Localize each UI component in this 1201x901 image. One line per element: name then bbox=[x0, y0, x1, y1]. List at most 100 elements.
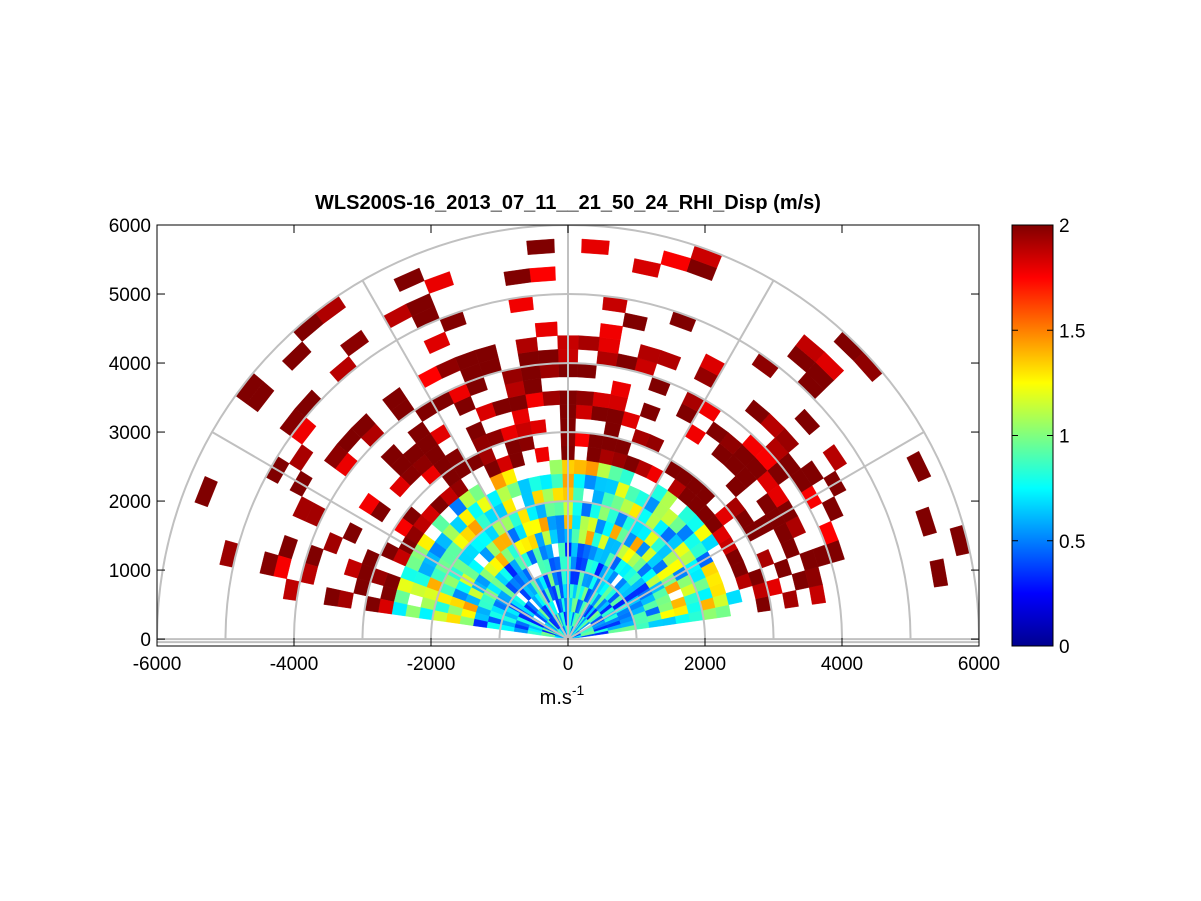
data-cell-409 bbox=[526, 238, 555, 255]
data-cell-408 bbox=[529, 266, 556, 283]
plot-area bbox=[156, 224, 980, 647]
x-tick-label--6000: -6000 bbox=[133, 654, 182, 675]
colorbar-ticks: 0 0.5 1 1.5 2 bbox=[1012, 216, 1085, 658]
data-cell-358 bbox=[571, 528, 580, 544]
y-tick-label-3000: 3000 bbox=[109, 423, 151, 444]
data-cell-401 bbox=[551, 487, 564, 503]
data-cell-343 bbox=[586, 446, 602, 463]
data-cell-403 bbox=[549, 459, 563, 475]
data-cell-84 bbox=[906, 450, 932, 483]
data-cell-52 bbox=[915, 506, 937, 537]
data-cells bbox=[194, 238, 971, 640]
data-cell-204 bbox=[795, 334, 825, 363]
data-cell-752 bbox=[377, 598, 395, 615]
data-cell-685 bbox=[292, 496, 315, 522]
data-cell-737 bbox=[259, 551, 279, 577]
data-cell-406 bbox=[537, 349, 559, 365]
data-cell-202 bbox=[744, 399, 770, 424]
data-cell-404 bbox=[541, 390, 561, 406]
data-cell-397 bbox=[557, 542, 566, 557]
x-tick-label-0: 0 bbox=[563, 654, 574, 675]
data-cell-365 bbox=[575, 404, 593, 420]
colorbar-tick-label-1: 1 bbox=[1059, 427, 1070, 448]
data-cell-427 bbox=[515, 336, 539, 354]
data-cell-504 bbox=[423, 331, 451, 355]
chart-title: WLS200S-16_2013_07_11__21_50_24_RHI_Disp… bbox=[315, 192, 821, 214]
data-cell-755 bbox=[323, 587, 341, 607]
data-cell-558 bbox=[407, 421, 431, 444]
spoke-30deg bbox=[567, 431, 925, 640]
colorbar-tick-label-2: 2 bbox=[1059, 216, 1070, 237]
data-cell-599 bbox=[281, 341, 312, 371]
y-tick-label-2000: 2000 bbox=[109, 492, 151, 513]
data-cell-308 bbox=[660, 250, 692, 272]
data-cell-367 bbox=[576, 362, 597, 379]
colorbar-gradient bbox=[1011, 224, 1054, 647]
y-axis: 0 1000 2000 3000 4000 5000 6000 bbox=[109, 216, 979, 651]
data-cell-561 bbox=[340, 329, 370, 357]
data-cell-423 bbox=[524, 391, 544, 409]
data-cell-327 bbox=[610, 380, 632, 399]
data-cell-429 bbox=[503, 268, 532, 286]
colorbar-tick-label-0.5: 0.5 bbox=[1059, 532, 1085, 553]
data-cell-361 bbox=[572, 487, 585, 503]
data-cell-121 bbox=[800, 460, 824, 486]
data-cell-360 bbox=[572, 500, 583, 516]
data-cell-349 bbox=[599, 323, 623, 341]
data-cell-363 bbox=[573, 459, 587, 475]
data-cell-307 bbox=[637, 344, 662, 364]
data-cell-342 bbox=[584, 460, 600, 477]
data-cell-330 bbox=[631, 258, 662, 278]
data-cell-400 bbox=[553, 500, 564, 516]
data-cell-359 bbox=[571, 514, 582, 530]
y-tick-label-6000: 6000 bbox=[109, 216, 151, 237]
colorbar-tick-label-0: 0 bbox=[1059, 637, 1070, 658]
data-cell-162 bbox=[794, 408, 821, 436]
data-cell-13 bbox=[782, 590, 799, 609]
colorbar-tick-label-1.5: 1.5 bbox=[1059, 321, 1085, 342]
spoke-150deg bbox=[211, 431, 569, 640]
data-cell-507 bbox=[393, 267, 425, 292]
data-cell-368 bbox=[577, 335, 600, 352]
data-cell-366 bbox=[575, 390, 595, 406]
y-tick-label-0: 0 bbox=[140, 630, 151, 651]
x-tick-label-4000: 4000 bbox=[821, 654, 863, 675]
data-cell-345 bbox=[590, 405, 609, 422]
data-cell-284 bbox=[639, 402, 661, 422]
data-cell-718 bbox=[343, 558, 363, 579]
y-tick-label-1000: 1000 bbox=[109, 561, 151, 582]
spoke-120deg bbox=[361, 280, 569, 640]
data-cell-357 bbox=[570, 542, 579, 557]
data-cell-346 bbox=[592, 391, 612, 409]
data-cell-14 bbox=[808, 584, 827, 605]
x-tick-label--2000: -2000 bbox=[407, 654, 456, 675]
data-cell-341 bbox=[583, 474, 597, 490]
y-tick-label-5000: 5000 bbox=[109, 285, 151, 306]
data-cell-500 bbox=[465, 421, 487, 441]
data-cell-596 bbox=[380, 443, 404, 467]
x-axis: -6000 -4000 -2000 0 2000 4000 6000 bbox=[133, 225, 1000, 675]
x-axis-label-base: m.s bbox=[540, 687, 572, 709]
data-cell-560 bbox=[382, 387, 408, 411]
x-axis-label-superscript: -1 bbox=[572, 682, 585, 698]
data-cell-701 bbox=[194, 476, 218, 508]
data-cell-122 bbox=[822, 444, 848, 472]
x-tick-label--4000: -4000 bbox=[270, 654, 319, 675]
data-cell-612 bbox=[389, 475, 411, 498]
spoke-60deg bbox=[567, 280, 775, 640]
data-cell-405 bbox=[539, 362, 560, 379]
data-cell-421 bbox=[534, 446, 550, 463]
y-tick-label-4000: 4000 bbox=[109, 354, 151, 375]
data-cell-364 bbox=[574, 431, 590, 448]
x-tick-label-6000: 6000 bbox=[958, 654, 1000, 675]
data-cell-362 bbox=[573, 473, 586, 489]
data-cell-650 bbox=[358, 492, 380, 515]
data-cell-424 bbox=[522, 378, 543, 395]
x-axis-label: m.s-1 bbox=[540, 682, 585, 709]
data-cell-15 bbox=[929, 558, 949, 588]
data-cell-369 bbox=[581, 238, 610, 255]
colorbar: 0 0.5 1 1.5 2 bbox=[1011, 216, 1085, 658]
data-cell-402 bbox=[550, 473, 563, 489]
data-cell-630 bbox=[323, 443, 348, 469]
